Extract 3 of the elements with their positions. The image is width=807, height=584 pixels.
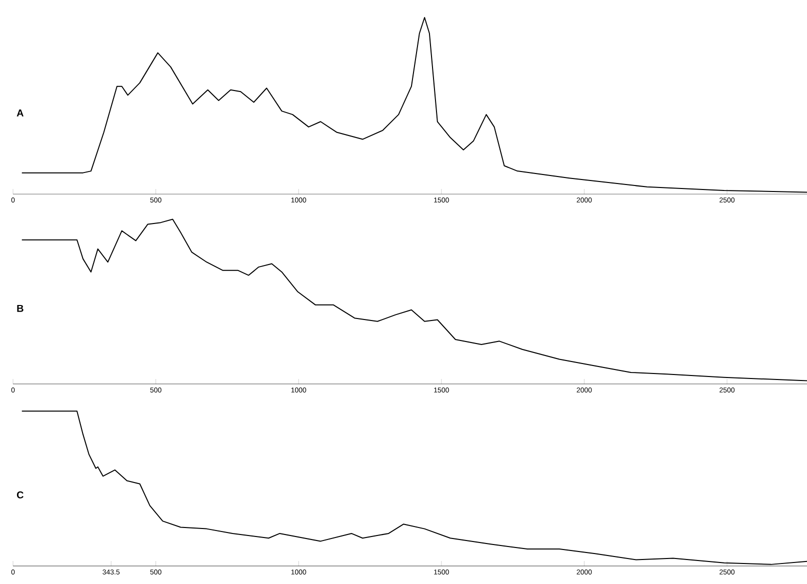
text: A xyxy=(16,110,24,116)
text: B xyxy=(17,304,24,312)
text: C xyxy=(16,491,24,498)
